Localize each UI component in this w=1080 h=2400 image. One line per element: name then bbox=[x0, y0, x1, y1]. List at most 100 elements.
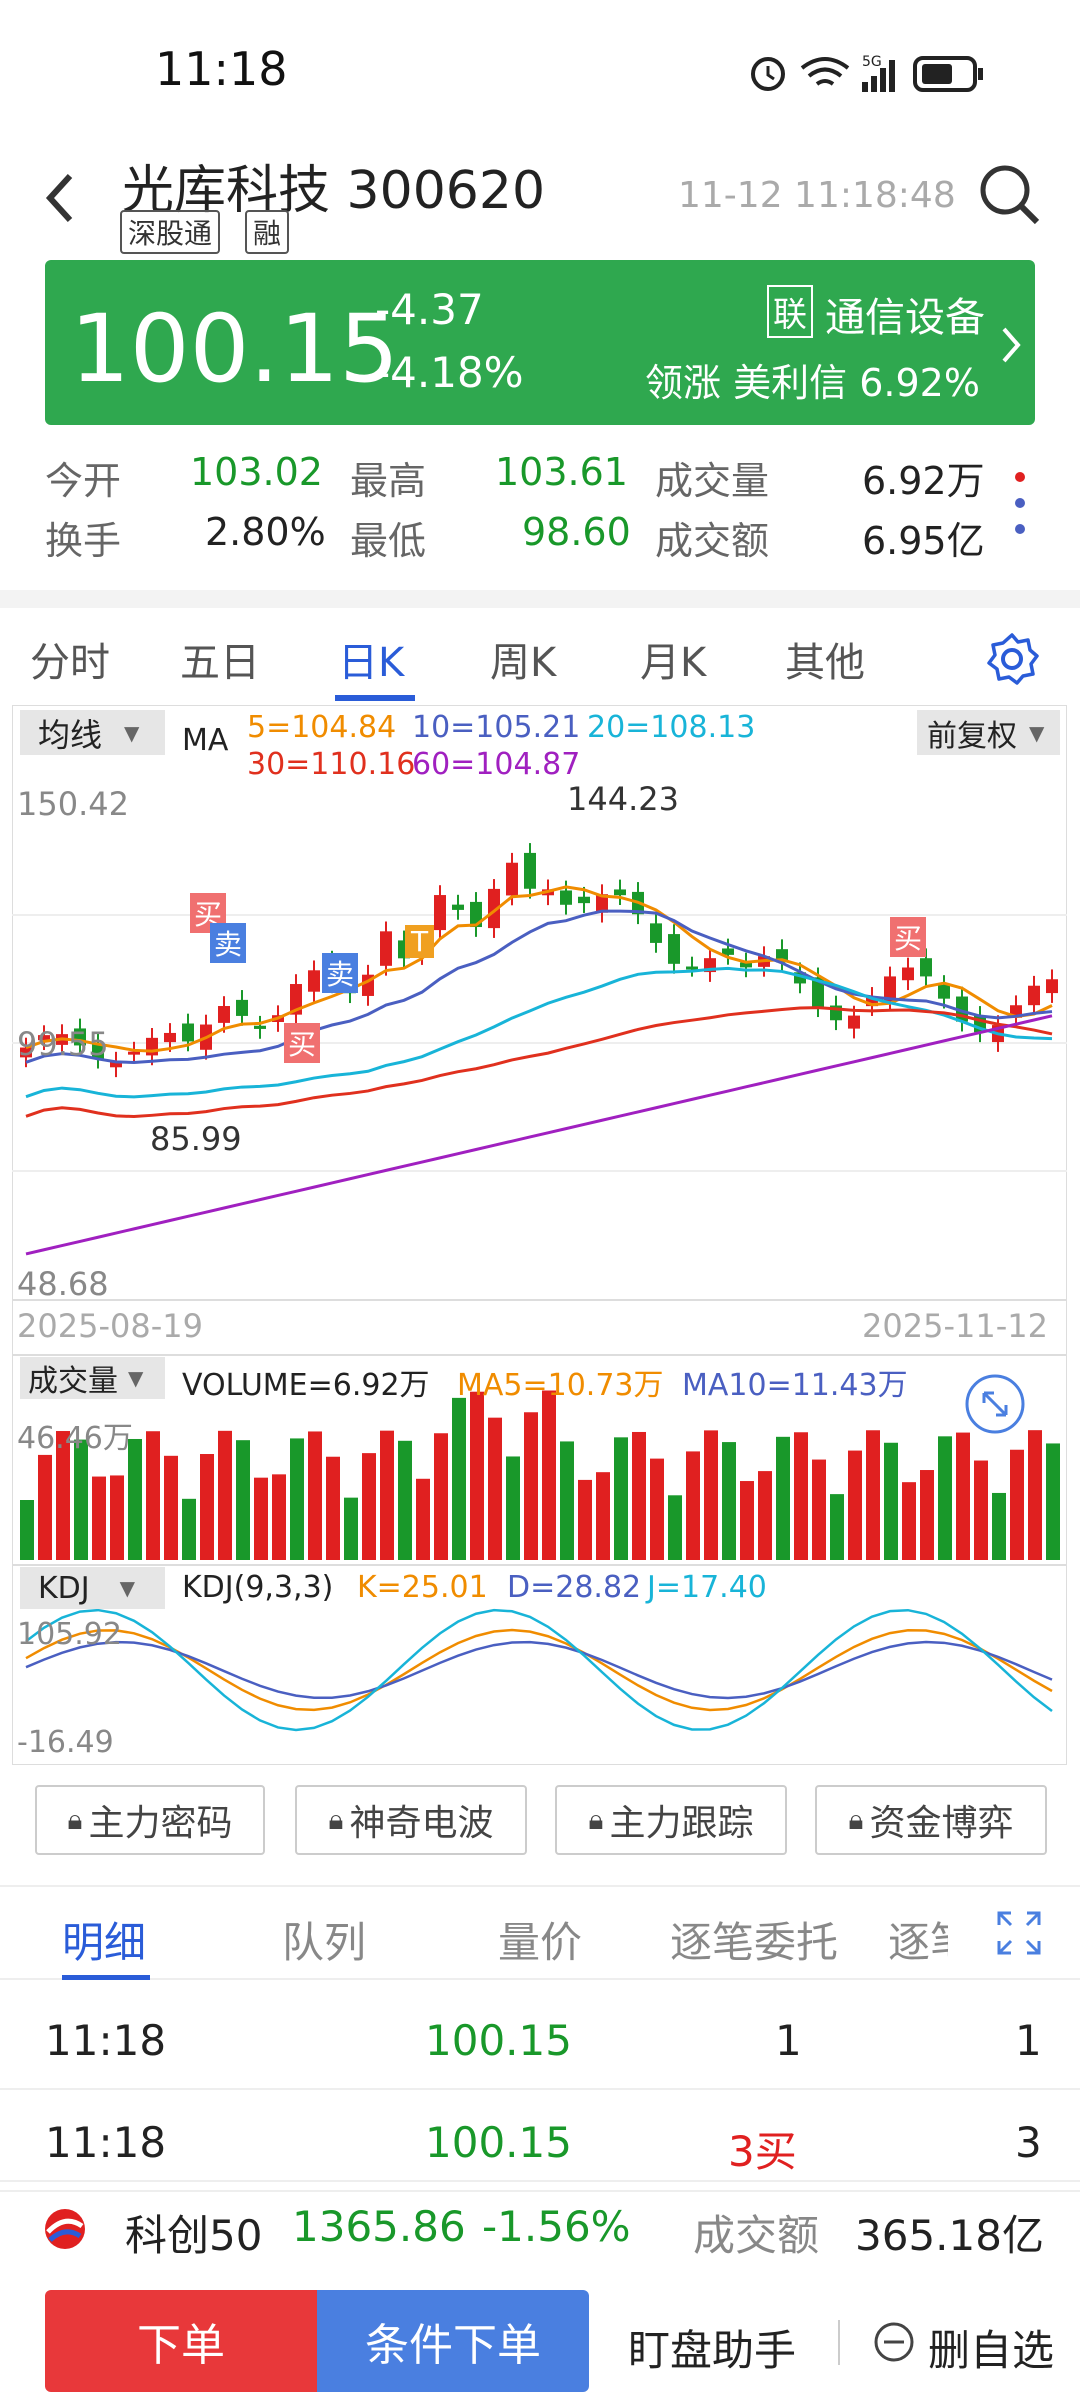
ma-selector[interactable]: 均线 ▼ bbox=[20, 710, 165, 755]
candle-body bbox=[560, 890, 572, 905]
tag-margin: 融 bbox=[245, 210, 290, 254]
tool-main-tracking[interactable]: 🔒︎ 主力跟踪 bbox=[555, 1785, 787, 1855]
tool-fund-game[interactable]: 🔒︎ 资金博弈 bbox=[815, 1785, 1047, 1855]
tab-weekly-k[interactable]: 周K bbox=[490, 640, 557, 686]
ma20-line bbox=[25, 966, 1053, 1099]
tab-underline bbox=[335, 695, 415, 701]
volume-bar bbox=[74, 1439, 88, 1560]
index-name: 科创50 bbox=[125, 2211, 263, 2260]
volume-bar bbox=[650, 1458, 664, 1560]
conditional-order-button[interactable]: 条件下单 bbox=[317, 2290, 589, 2392]
ma30-line bbox=[25, 1006, 1053, 1119]
tool-main-code[interactable]: 🔒︎ 主力密码 bbox=[35, 1785, 265, 1855]
price-panel: 100.15 -4.37 -4.18% 联 通信设备 领涨 美利信 6.92% bbox=[45, 260, 1035, 425]
candle-body bbox=[164, 1032, 176, 1043]
volume-bar bbox=[506, 1456, 520, 1560]
high-mark-label: 144.23 bbox=[567, 780, 679, 818]
ma-selector-label: 均线 bbox=[38, 715, 103, 754]
tab-detail[interactable]: 明细 bbox=[62, 1918, 147, 1967]
kdj-j-line bbox=[25, 1608, 1053, 1732]
candle-body bbox=[290, 984, 302, 1015]
candle-body bbox=[452, 904, 464, 910]
volume-bar bbox=[938, 1436, 952, 1560]
minus-circle-icon[interactable] bbox=[872, 2320, 917, 2365]
tab-order-by-order[interactable]: 逐笔委托 bbox=[670, 1918, 839, 1967]
tool-label: 主力密码 bbox=[88, 1803, 233, 1844]
lock-icon: 🔒︎ bbox=[848, 1803, 864, 1836]
trade-time: 11:18 bbox=[45, 2118, 167, 2167]
sector-leader[interactable]: 领涨 美利信 6.92% bbox=[645, 352, 980, 407]
remove-favorite-button[interactable]: 删自选 bbox=[928, 2326, 1055, 2375]
trade-row: 11:18 100.15 1 1 bbox=[0, 1990, 1080, 2090]
y-mid-label: 99.55 bbox=[17, 1025, 109, 1063]
index-pct: -1.56% bbox=[482, 2202, 631, 2251]
volume-bar bbox=[596, 1472, 610, 1560]
dropdown-icon: ▼ bbox=[119, 1576, 136, 1600]
stock-chart[interactable]: 均线 ▼ MA 5=104.84 10=105.21 20=108.13 30=1… bbox=[12, 705, 1067, 1765]
candle-body bbox=[812, 977, 824, 1008]
volume-bar bbox=[560, 1441, 574, 1560]
tab-queue[interactable]: 队列 bbox=[282, 1918, 367, 1967]
tab-monthly-k[interactable]: 月K bbox=[640, 640, 707, 686]
candle-body bbox=[884, 976, 896, 1002]
volume-bar bbox=[740, 1481, 754, 1560]
y-max-label: 150.42 bbox=[17, 785, 129, 823]
trade-count: 3 bbox=[1015, 2118, 1042, 2167]
settings-gear-icon[interactable] bbox=[985, 632, 1040, 687]
volume-bar bbox=[992, 1492, 1006, 1560]
index-value: 1365.86 bbox=[292, 2202, 466, 2251]
index-bar[interactable]: 科创50 1365.86 -1.56% 成交额 365.18亿 bbox=[0, 2180, 1080, 2275]
wifi-icon bbox=[800, 57, 850, 86]
volume-bar bbox=[416, 1478, 430, 1560]
adjust-selector[interactable]: 前复权 ▼ bbox=[917, 710, 1060, 755]
volume-bar bbox=[614, 1437, 628, 1560]
volume-selector[interactable]: 成交量 ▼ bbox=[20, 1357, 165, 1399]
kdj-selector[interactable]: KDJ ▼ bbox=[20, 1567, 165, 1609]
current-price: 100.15 bbox=[70, 295, 399, 404]
search-icon[interactable] bbox=[975, 160, 1045, 230]
candle-body bbox=[506, 862, 518, 896]
tool-label: 神奇电波 bbox=[349, 1803, 494, 1844]
ma5-label: 5=104.84 bbox=[247, 710, 397, 745]
more-dots-icon[interactable] bbox=[1005, 465, 1035, 545]
kdj-params: KDJ(9,3,3) bbox=[182, 1570, 334, 1605]
tab-volume-price[interactable]: 量价 bbox=[498, 1918, 583, 1967]
bottom-action-bar: 下单 条件下单 盯盘助手 删自选 bbox=[0, 2275, 1080, 2400]
tab-tick-by-tick[interactable]: 逐笔 bbox=[888, 1918, 948, 1967]
ma60-label: 60=104.87 bbox=[412, 747, 581, 782]
chevron-right-icon[interactable] bbox=[1000, 325, 1024, 365]
trade-qty: 1 bbox=[775, 2016, 802, 2065]
volume-bar bbox=[56, 1431, 70, 1560]
ma-lines bbox=[25, 885, 1053, 1256]
back-icon[interactable] bbox=[40, 168, 80, 228]
candle-body bbox=[650, 923, 662, 943]
volume-bar bbox=[128, 1438, 142, 1560]
volume-bar bbox=[812, 1459, 826, 1560]
adjust-label: 前复权 bbox=[927, 718, 1017, 754]
volume-bar bbox=[956, 1432, 970, 1560]
leader-label: 领涨 bbox=[645, 361, 722, 405]
stat-volume: 6.92万 bbox=[862, 459, 985, 503]
order-button[interactable]: 下单 bbox=[45, 2290, 317, 2392]
candle-body bbox=[524, 852, 536, 889]
kdj-k: K=25.01 bbox=[357, 1570, 488, 1605]
tab-intraday[interactable]: 分时 bbox=[30, 640, 110, 686]
expand-arrows-icon[interactable] bbox=[964, 1373, 1026, 1435]
tab-daily-k[interactable]: 日K bbox=[338, 640, 405, 686]
volume-bar bbox=[308, 1431, 322, 1560]
tool-label: 主力跟踪 bbox=[609, 1803, 754, 1844]
kdj-min-label: -16.49 bbox=[17, 1725, 114, 1760]
candle-body bbox=[794, 972, 806, 984]
conditional-order-label: 条件下单 bbox=[365, 2320, 541, 2371]
dropdown-icon: ▼ bbox=[124, 720, 140, 745]
tool-magic-wave[interactable]: 🔒︎ 神奇电波 bbox=[295, 1785, 527, 1855]
tab-five-day[interactable]: 五日 bbox=[180, 640, 260, 686]
tab-other[interactable]: 其他 bbox=[785, 640, 865, 686]
signal-sell: 卖 bbox=[322, 953, 359, 993]
monitor-assistant-button[interactable]: 盯盘助手 bbox=[628, 2326, 797, 2375]
sector-name[interactable]: 通信设备 bbox=[825, 295, 985, 341]
volume-bar bbox=[524, 1412, 538, 1560]
volume-bar bbox=[398, 1440, 412, 1560]
fullscreen-icon[interactable] bbox=[995, 1909, 1043, 1957]
volume-ma10: MA10=11.43万 bbox=[682, 1368, 908, 1403]
